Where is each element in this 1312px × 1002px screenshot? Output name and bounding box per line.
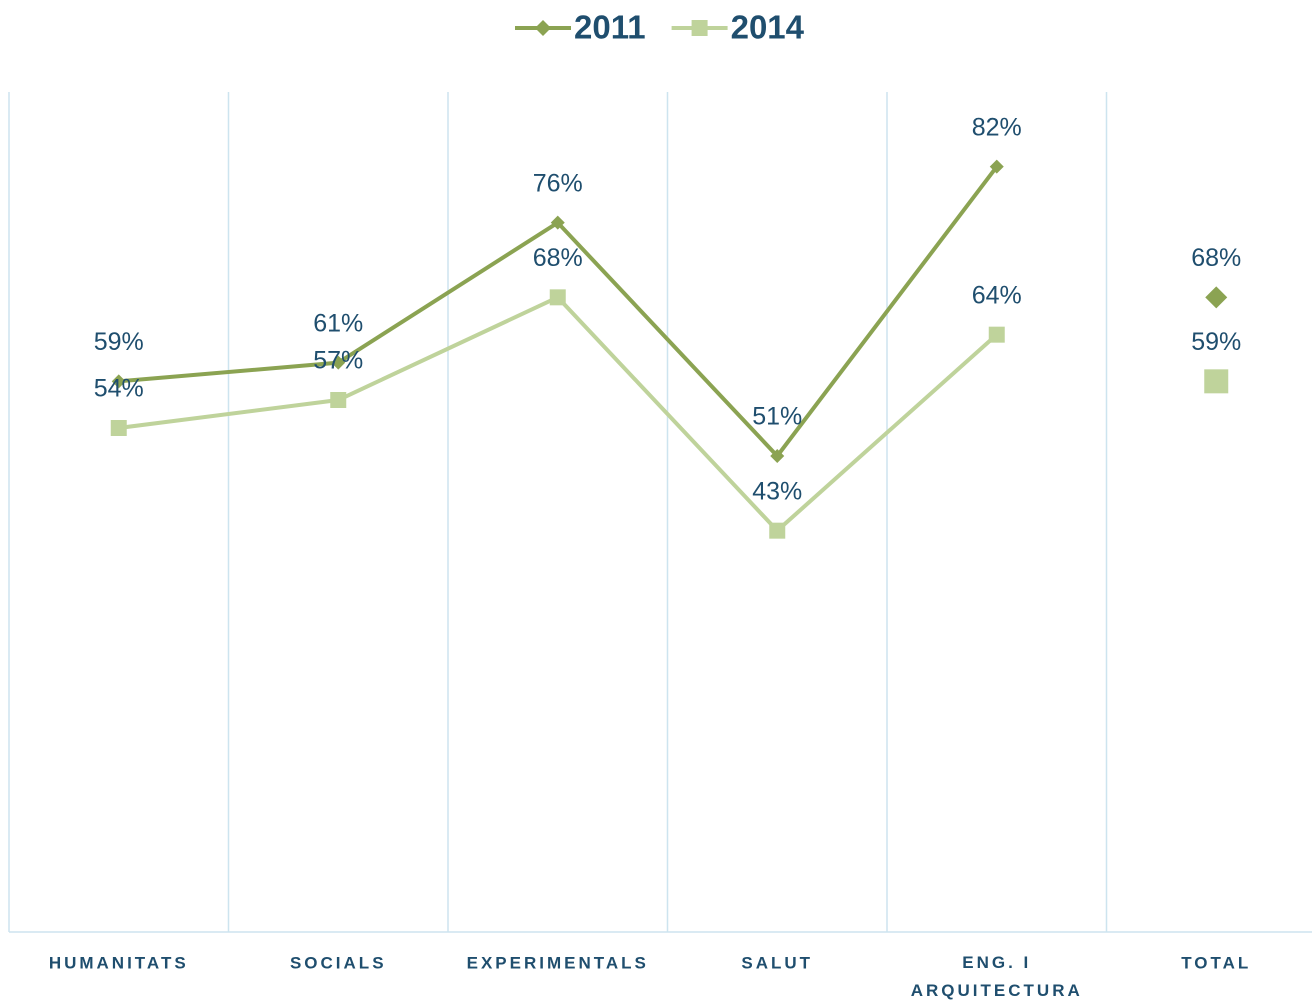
x-tick-label: TOTAL	[1181, 953, 1251, 972]
data-label: 61%	[313, 309, 363, 337]
line	[118, 294, 999, 534]
data-label: 59%	[1191, 328, 1241, 356]
data-label: 68%	[533, 244, 583, 272]
point	[110, 420, 127, 436]
x-tick-label: SALUT	[741, 953, 813, 972]
point	[1205, 286, 1228, 309]
x-tick-label: ENG. I ARQUITECTURA	[911, 953, 1083, 1000]
data-label: 68%	[1191, 244, 1241, 272]
point	[988, 326, 1005, 343]
data-label: 76%	[533, 169, 583, 197]
data-label: 64%	[972, 281, 1022, 309]
x-tick-label: SOCIALS	[290, 953, 387, 972]
point	[691, 20, 708, 36]
data-label: 43%	[752, 477, 802, 505]
data-label: 51%	[752, 403, 802, 431]
point	[550, 215, 565, 230]
point	[770, 449, 785, 463]
data-label: 57%	[313, 347, 363, 375]
point	[549, 289, 566, 306]
point	[1204, 369, 1229, 394]
point	[330, 392, 347, 408]
point	[989, 159, 1004, 174]
point	[111, 374, 126, 389]
point	[535, 20, 551, 36]
point	[331, 355, 346, 370]
data-label: 82%	[972, 113, 1022, 141]
legend-label: 2014	[731, 9, 805, 46]
x-tick-label: HUMANITATS	[49, 953, 189, 972]
point	[769, 522, 786, 539]
legend-label: 2011	[574, 9, 646, 46]
x-tick-label: EXPERIMENTALS	[467, 953, 649, 972]
data-label: 54%	[94, 375, 144, 403]
data-label: 59%	[94, 328, 144, 356]
